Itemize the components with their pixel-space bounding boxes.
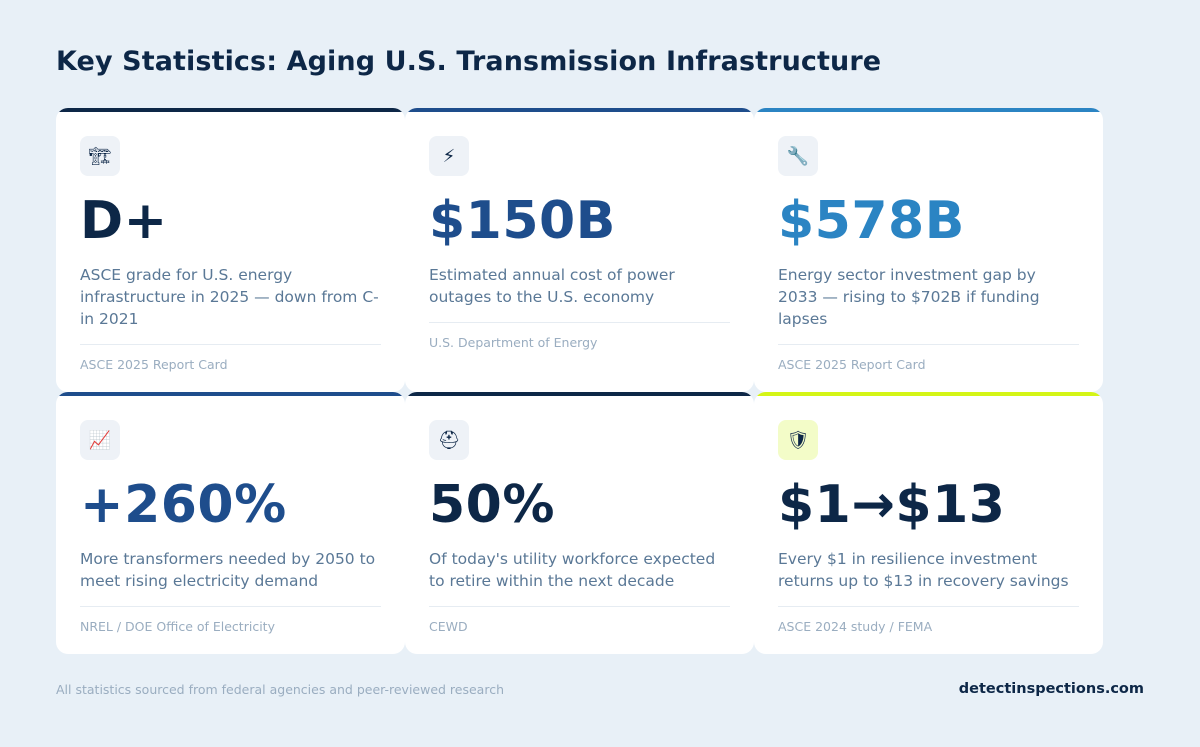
construction-icon: 🏗 xyxy=(80,136,120,176)
stats-grid: 🏗 D+ ASCE grade for U.S. energy infrastr… xyxy=(56,108,1104,654)
divider xyxy=(429,322,730,323)
stat-description: ASCE grade for U.S. energy infrastructur… xyxy=(80,266,379,328)
stat-value: +260% xyxy=(80,475,287,535)
stat-description: Every $1 in resilience investment return… xyxy=(778,550,1069,590)
divider xyxy=(429,606,730,607)
chart-increasing-icon: 📈 xyxy=(80,420,120,460)
card-accent-bar xyxy=(56,108,405,112)
stat-value: $150B xyxy=(429,191,616,251)
divider xyxy=(778,606,1079,607)
page-title: Key Statistics: Aging U.S. Transmission … xyxy=(56,46,882,77)
stat-card-transformers: 📈 +260% More transformers needed by 2050… xyxy=(56,392,405,654)
card-accent-bar xyxy=(56,392,405,396)
stat-description: Of today's utility workforce expected to… xyxy=(429,550,716,590)
card-accent-bar xyxy=(405,108,754,112)
stat-card-outage-cost: ⚡ $150B Estimated annual cost of power o… xyxy=(405,108,754,392)
stat-value: $1→$13 xyxy=(778,475,1006,535)
footer-brand: detectinspections.com xyxy=(958,681,1144,697)
shield-icon: 🛡 xyxy=(778,420,818,460)
stat-source: ASCE 2025 Report Card xyxy=(778,357,926,372)
hard-hat-icon: ⛑ xyxy=(429,420,469,460)
divider xyxy=(80,606,381,607)
divider xyxy=(778,344,1079,345)
stat-source: ASCE 2024 study / FEMA xyxy=(778,619,933,634)
stat-value: 50% xyxy=(429,475,555,535)
stat-source: NREL / DOE Office of Electricity xyxy=(80,619,275,634)
stat-card-grade: 🏗 D+ ASCE grade for U.S. energy infrastr… xyxy=(56,108,405,392)
stat-value: D+ xyxy=(80,191,168,251)
stat-description: Energy sector investment gap by 2033 — r… xyxy=(778,266,1040,328)
stat-description: More transformers needed by 2050 to meet… xyxy=(80,550,376,590)
card-accent-bar xyxy=(754,392,1103,396)
stat-source: CEWD xyxy=(429,619,468,634)
divider xyxy=(80,344,381,345)
footer-note: All statistics sourced from federal agen… xyxy=(56,682,505,697)
stat-value: $578B xyxy=(778,191,965,251)
lightning-icon: ⚡ xyxy=(429,136,469,176)
card-accent-bar xyxy=(754,108,1103,112)
card-accent-bar xyxy=(405,392,754,396)
wrench-icon: 🔧 xyxy=(778,136,818,176)
stat-card-investment-gap: 🔧 $578B Energy sector investment gap by … xyxy=(754,108,1103,392)
stat-source: ASCE 2025 Report Card xyxy=(80,357,228,372)
stat-source: U.S. Department of Energy xyxy=(429,335,598,350)
stat-card-workforce: ⛑ 50% Of today's utility workforce expec… xyxy=(405,392,754,654)
stat-card-resilience-roi: 🛡 $1→$13 Every $1 in resilience investme… xyxy=(754,392,1103,654)
stat-description: Estimated annual cost of power outages t… xyxy=(429,266,675,306)
